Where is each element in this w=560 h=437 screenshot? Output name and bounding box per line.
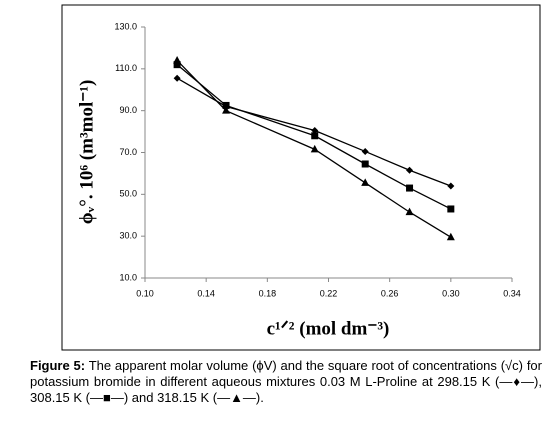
marker <box>447 182 455 190</box>
marker <box>311 132 319 140</box>
y-tick-label: 130.0 <box>114 21 137 31</box>
y-tick-label: 70.0 <box>119 147 137 157</box>
x-tick-label: 0.22 <box>320 288 338 298</box>
x-tick-label: 0.34 <box>503 288 521 298</box>
x-tick-label: 0.26 <box>381 288 399 298</box>
chart-frame <box>61 4 541 351</box>
x-axis-title: c¹ᐟ² (mol dm⁻³) <box>267 318 390 339</box>
marker <box>310 144 319 153</box>
marker <box>406 166 414 174</box>
series-line <box>176 60 452 238</box>
y-tick-label: 50.0 <box>119 189 137 199</box>
chart: c¹ᐟ² (mol dm⁻³) ϕᵥ°. 10⁶ (m³mol⁻¹) 10.0 3… <box>61 4 541 351</box>
marker <box>173 55 182 64</box>
marker <box>446 232 455 241</box>
x-tick-label: 0.10 <box>136 288 154 298</box>
caption: Figure 5: The apparent molar volume (ϕV)… <box>30 358 542 406</box>
y-tick-label: 10.0 <box>119 272 137 282</box>
y-tick-label: 30.0 <box>119 231 137 241</box>
x-tick-label: 0.14 <box>197 288 215 298</box>
marker <box>405 207 414 216</box>
marker <box>173 61 181 69</box>
y-tick-label: 90.0 <box>119 105 137 115</box>
marker <box>361 178 370 186</box>
x-tick-label: 0.30 <box>442 288 460 298</box>
y-tick-label: 110.0 <box>115 63 137 73</box>
marker <box>173 74 181 82</box>
y-axis-title: ϕᵥ°. 10⁶ (m³mol⁻¹) <box>76 80 97 225</box>
marker <box>361 147 369 155</box>
x-tick-label: 0.18 <box>259 288 277 298</box>
marker <box>406 184 414 192</box>
marker <box>222 106 231 114</box>
marker <box>222 101 230 109</box>
caption-text: The apparent molar volume (ϕV) and the s… <box>30 358 542 405</box>
series-line <box>176 64 452 210</box>
marker <box>361 160 369 168</box>
caption-label: Figure 5: <box>30 358 86 373</box>
marker <box>447 205 455 213</box>
